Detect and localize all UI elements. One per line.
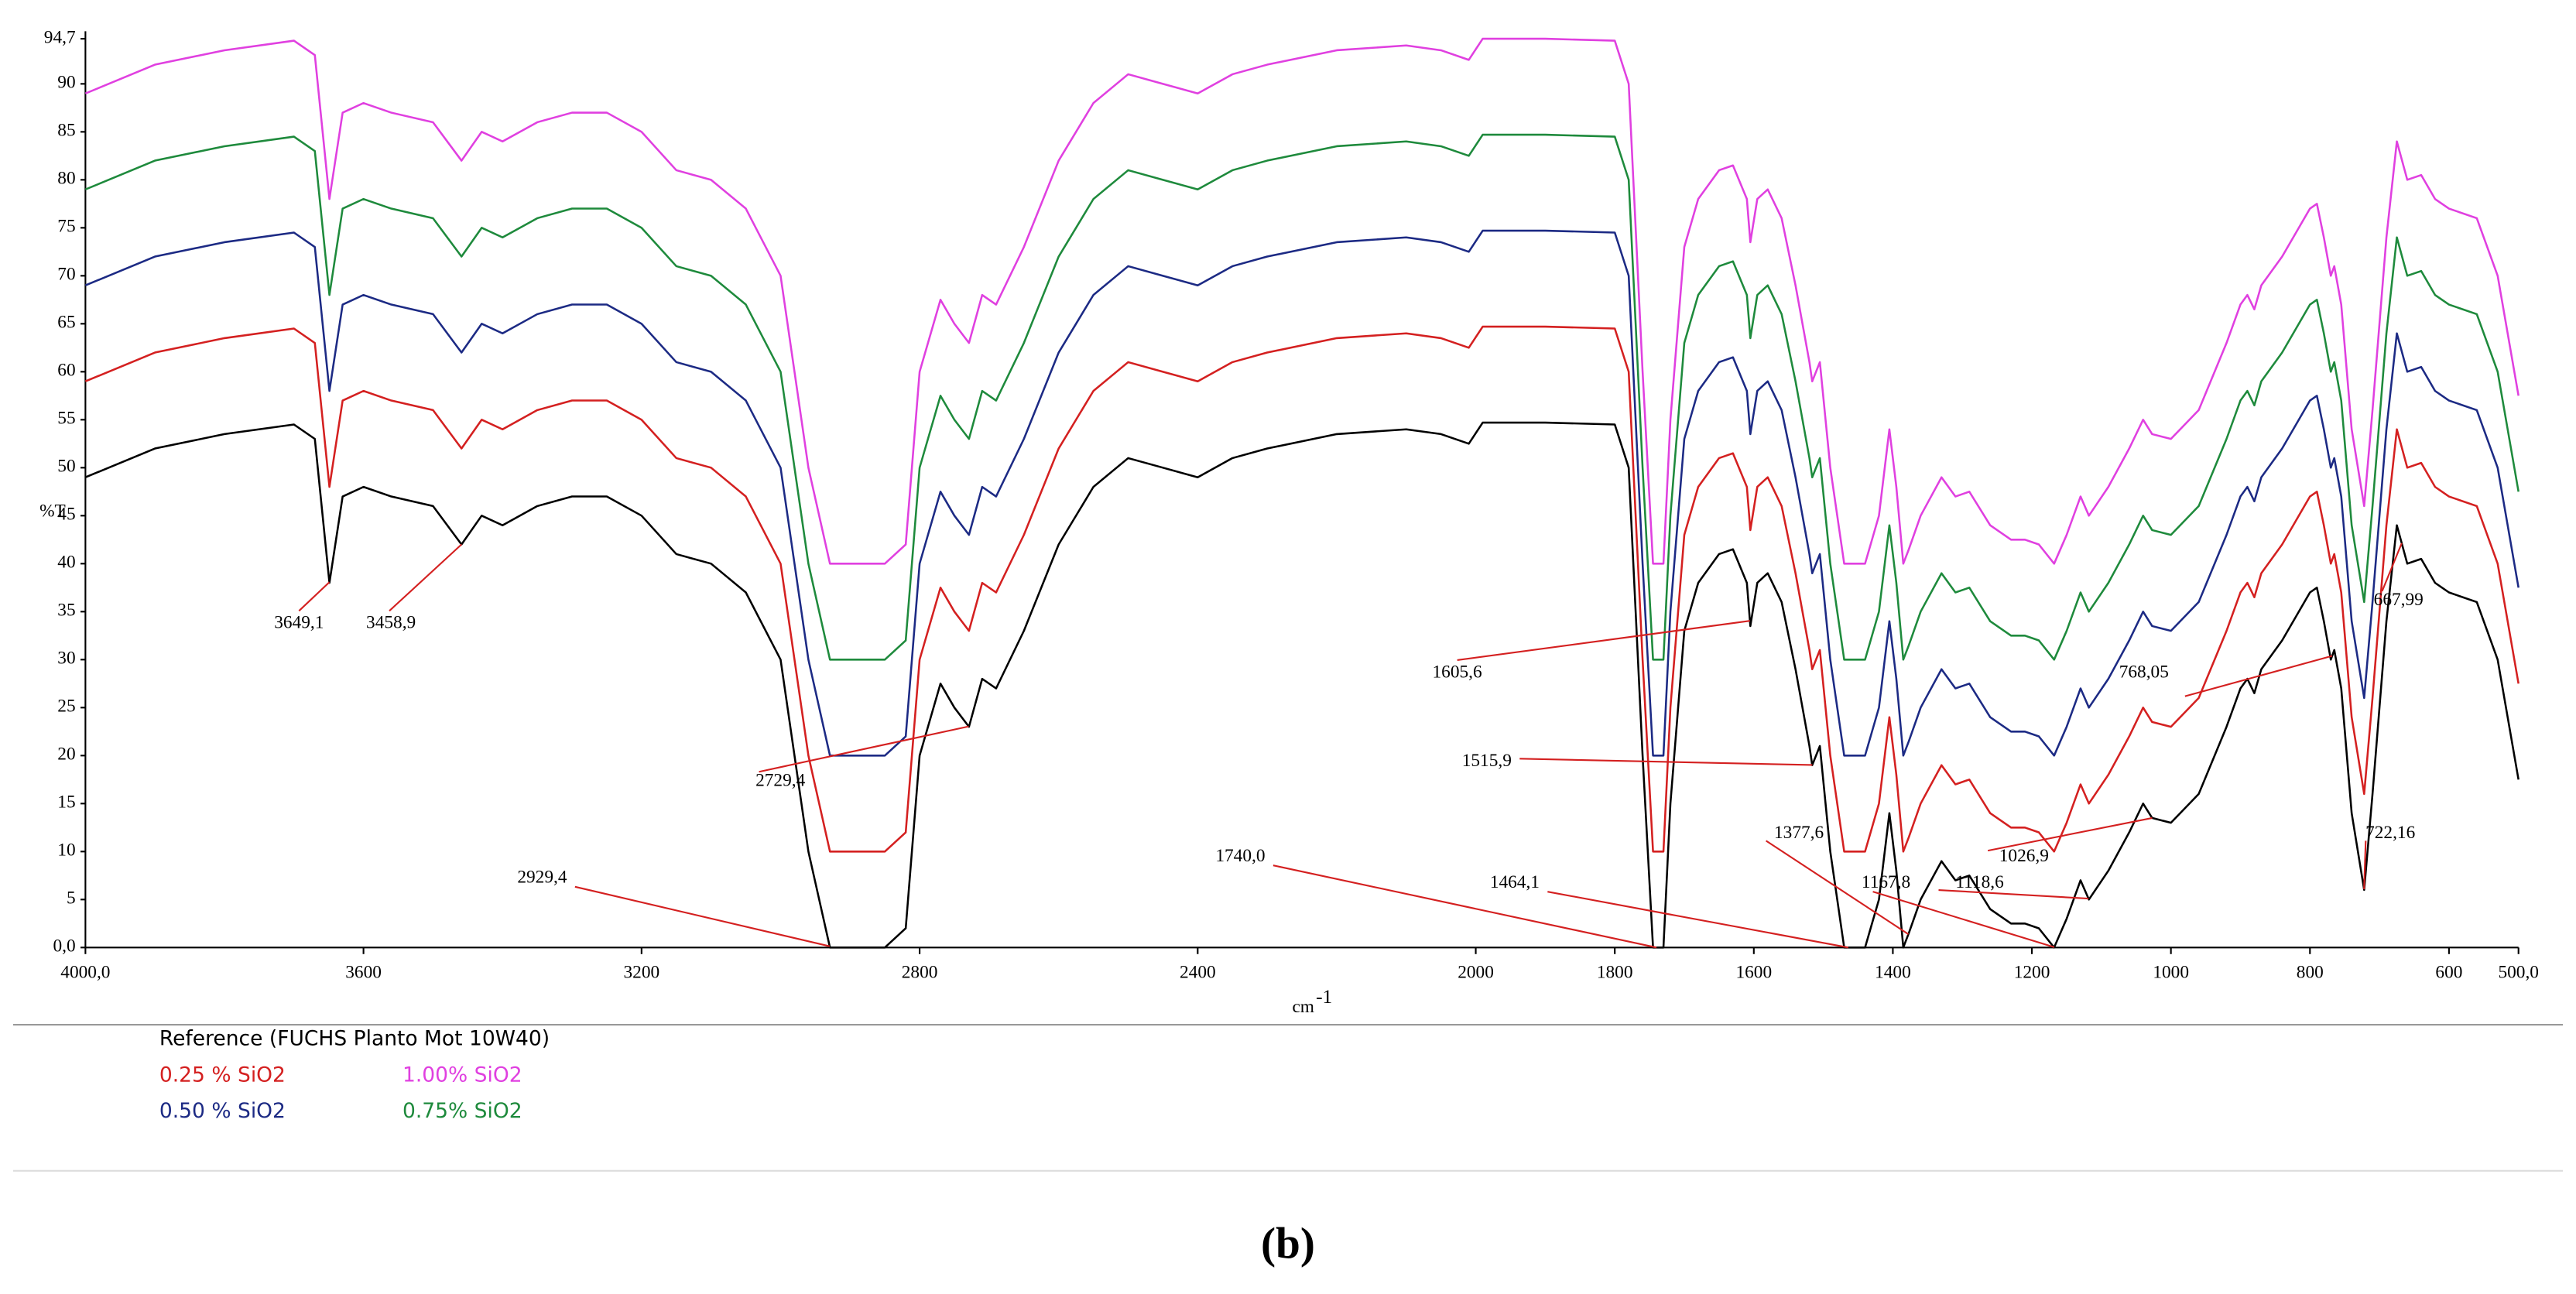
legend-entry: 0.75% SiO2 (402, 1099, 522, 1123)
series-line (84, 37, 2519, 565)
annotation-label: 2929,4 (517, 868, 567, 888)
y-tick-label: 85 (57, 121, 75, 141)
y-tick-label: 70 (57, 265, 75, 285)
y-tick-label: 10 (57, 840, 75, 861)
y-tick-label: 80 (57, 169, 75, 189)
series-line (84, 133, 2519, 661)
legend-entry: Reference (FUCHS Planto Mot 10W40) (159, 1027, 550, 1051)
y-tick-label: 90 (57, 73, 75, 93)
legend-entry: 0.50 % SiO2 (159, 1099, 286, 1123)
annotation-arrow (2381, 543, 2403, 592)
y-tick-label: 5 (67, 888, 76, 909)
annotation-arrow (1872, 891, 2055, 948)
x-tick-label: 1400 (1875, 963, 1911, 983)
annotation-arrow (1766, 840, 1910, 935)
annotation-arrow (1987, 816, 2153, 852)
caption: (b) (1261, 1220, 1315, 1268)
annotation-label: 667,99 (2374, 590, 2424, 610)
x-axis-label: cm (1292, 997, 1314, 1017)
x-tick-label: 1800 (1597, 963, 1633, 983)
annotation-label: 1118,6 (1955, 872, 2003, 892)
y-tick-label: 40 (57, 553, 75, 573)
x-tick-label: 1000 (2153, 963, 2189, 983)
y-tick-label: 35 (57, 601, 75, 621)
annotation-label: 1026,9 (1999, 846, 2049, 866)
annotation-label: 1740,0 (1215, 846, 1265, 866)
x-tick-label: 2800 (902, 963, 938, 983)
y-tick-label: 30 (57, 649, 75, 669)
annotation-arrow (1938, 888, 2089, 900)
y-tick-label: 94,7 (44, 27, 76, 47)
y-tick-label: 25 (57, 697, 75, 717)
annotation-arrow (1547, 891, 1849, 949)
annotation-label: 768,05 (2119, 662, 2169, 682)
x-tick-label: 4000,0 (60, 963, 110, 983)
annotation-arrow (389, 543, 463, 612)
annotation-label: 1464,1 (1490, 872, 1540, 892)
annotation-label: 1167,8 (1862, 872, 1910, 892)
x-tick-label: 1600 (1735, 963, 1772, 983)
x-tick-label: 2000 (1458, 963, 1494, 983)
annotation-arrow (2184, 655, 2333, 697)
annotation-label: 1605,6 (1433, 662, 1482, 682)
series-line (84, 421, 2519, 949)
annotation-arrow (1273, 864, 1657, 949)
y-tick-label: 65 (57, 313, 75, 333)
x-tick-label: 3600 (345, 963, 382, 983)
annotation-arrow (2363, 840, 2367, 890)
y-axis-label: %T (39, 501, 66, 521)
x-tick-label: 800 (2297, 963, 2324, 983)
annotation-arrow (1519, 758, 1813, 766)
series-line (84, 229, 2519, 757)
x-tick-label: 1200 (2014, 963, 2050, 983)
x-tick-label: 500,0 (2498, 963, 2539, 983)
y-tick-label: 50 (57, 457, 75, 477)
x-axis-label-exponent: -1 (1316, 985, 1332, 1008)
y-tick-label: 20 (57, 745, 75, 765)
x-tick-label: 2400 (1180, 963, 1216, 983)
annotation-label: 3458,9 (366, 613, 416, 633)
annotation-label: 1515,9 (1462, 751, 1512, 771)
annotation-arrow (298, 581, 331, 612)
annotation-label: 1377,6 (1774, 823, 1824, 843)
y-tick-label: 55 (57, 409, 75, 429)
series-line (84, 325, 2519, 853)
legend-entry: 0.25 % SiO2 (159, 1063, 286, 1087)
annotation-arrow (759, 725, 969, 773)
annotation-label: 2729,4 (755, 770, 805, 790)
y-tick-label: 75 (57, 217, 75, 237)
legend-entry: 1.00% SiO2 (402, 1063, 522, 1087)
y-tick-label: 15 (57, 792, 75, 813)
annotation-label: 722,16 (2365, 823, 2415, 843)
x-tick-label: 3200 (624, 963, 660, 983)
x-tick-label: 600 (2435, 963, 2462, 983)
y-tick-label: 45 (57, 505, 75, 525)
y-tick-label: 60 (57, 361, 75, 381)
annotation-label: 3649,1 (274, 613, 324, 633)
y-tick-label: 0,0 (53, 936, 75, 957)
annotation-arrow (1457, 620, 1750, 662)
annotation-arrow (574, 885, 831, 947)
